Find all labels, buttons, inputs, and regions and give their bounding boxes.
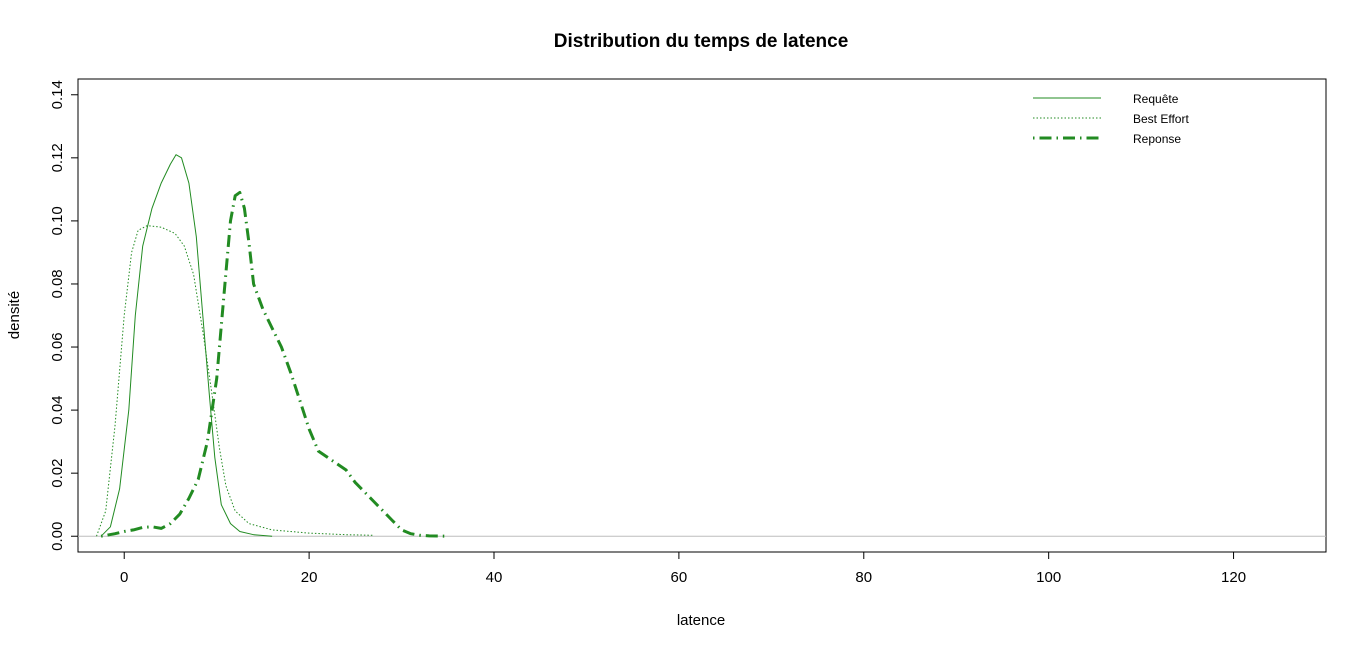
chart-title: Distribution du temps de latence xyxy=(554,31,849,52)
x-tick-label: 40 xyxy=(486,569,503,586)
series-line-1 xyxy=(100,154,273,537)
x-tick-label: 80 xyxy=(855,569,872,586)
x-tick-label: 0 xyxy=(120,569,128,586)
x-axis-label: latence xyxy=(677,612,725,629)
y-tick-label: 0.00 xyxy=(49,522,66,551)
legend-label: Reponse xyxy=(1133,132,1181,146)
plot-frame xyxy=(77,78,1327,553)
y-tick-label: 0.10 xyxy=(49,206,66,235)
y-tick-label: 0.04 xyxy=(49,395,66,424)
x-axis: 0 20 40 60 80 100 120 xyxy=(120,551,1246,586)
x-tick-label: 100 xyxy=(1036,569,1061,586)
series-line-3 xyxy=(100,191,448,538)
legend-label: Best Effort xyxy=(1133,112,1189,126)
series-line-2 xyxy=(96,225,374,537)
y-tick-label: 0.06 xyxy=(49,332,66,361)
series-layer xyxy=(96,154,448,538)
x-tick-label: 60 xyxy=(671,569,688,586)
legend-label: Requête xyxy=(1133,92,1179,106)
y-tick-label: 0.14 xyxy=(49,80,66,109)
y-axis-label: densité xyxy=(6,291,23,339)
legend: Requête Best Effort Reponse xyxy=(1033,92,1189,146)
x-tick-label: 20 xyxy=(301,569,318,586)
y-tick-label: 0.08 xyxy=(49,269,66,298)
y-tick-label: 0.02 xyxy=(49,459,66,488)
y-tick-label: 0.12 xyxy=(49,143,66,172)
x-tick-label: 120 xyxy=(1221,569,1246,586)
y-axis: 0.00 0.02 0.04 0.06 0.08 0.10 0.12 0.14 xyxy=(49,80,79,551)
